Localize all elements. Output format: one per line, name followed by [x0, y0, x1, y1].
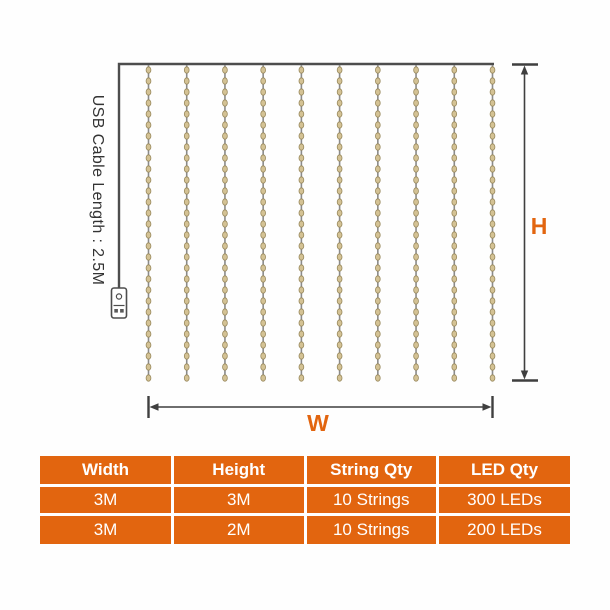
spec-table-header-cell: Width: [40, 456, 174, 487]
spec-table-row: 3M 2M 10 Strings 200 LEDs: [40, 513, 570, 544]
width-dimension-arrow: [147, 396, 494, 418]
spec-table-header-cell: LED Qty: [436, 456, 570, 487]
spec-table-header-row: Width Height String Qty LED Qty: [40, 456, 570, 487]
light-string: [413, 65, 419, 382]
spec-table-header-cell: String Qty: [303, 456, 439, 487]
spec-table-cell: 2M: [171, 513, 307, 544]
spec-table-cell: 3M: [40, 513, 174, 544]
spec-table-cell: 10 Strings: [303, 513, 439, 544]
led-strings: [145, 65, 496, 382]
usb-plug-icon: [110, 287, 128, 319]
light-string: [222, 65, 228, 382]
spec-table-cell: 300 LEDs: [436, 483, 570, 516]
spec-table-body: 3M 3M 10 Strings 300 LEDs 3M 2M 10 Strings 200 …: [40, 483, 570, 544]
light-string: [336, 65, 343, 382]
spec-table-cell: 3M: [171, 483, 307, 516]
spec-table-head: Width Height String Qty LED Qty: [40, 456, 570, 487]
light-string: [145, 65, 152, 382]
curtain-light-diagram: H W USB Cable Length : 2.5M: [89, 62, 548, 436]
light-string: [489, 65, 496, 382]
light-string: [298, 65, 305, 382]
light-string: [183, 65, 190, 382]
light-string: [375, 65, 381, 382]
usb-cable-length-label: USB Cable Length : 2.5M: [89, 95, 106, 286]
height-label: H: [531, 213, 548, 239]
height-dimension-arrow: [512, 63, 538, 382]
spec-table-row: 3M 3M 10 Strings 300 LEDs: [40, 483, 570, 516]
light-string: [451, 65, 458, 382]
spec-table-cell: 200 LEDs: [436, 513, 570, 544]
spec-table-cell: 3M: [40, 483, 174, 516]
spec-table-cell: 10 Strings: [303, 483, 439, 516]
width-label: W: [307, 410, 329, 436]
spec-table-header-cell: Height: [171, 456, 307, 487]
light-string: [260, 65, 266, 382]
spec-table: Width Height String Qty LED Qty 3M 3M 10 Stri…: [40, 456, 570, 544]
support-bar-and-cable: [117, 62, 494, 289]
